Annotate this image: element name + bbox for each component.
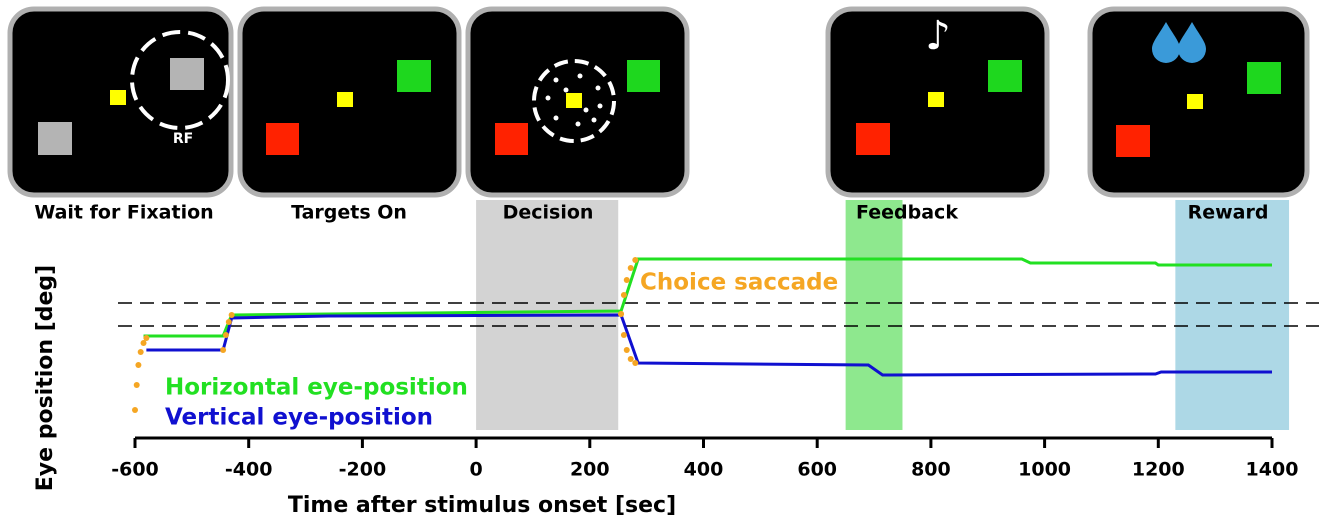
x-tick-label: 0 bbox=[469, 459, 482, 481]
target bbox=[495, 123, 528, 155]
figure: RF ♪ Wait for Fixation Targets On Decisi… bbox=[0, 0, 1319, 523]
saccade-sample bbox=[621, 292, 627, 298]
fixation bbox=[110, 90, 126, 105]
saccade-sample bbox=[632, 257, 638, 263]
tone-symbol: ♪ bbox=[925, 13, 951, 59]
target bbox=[1247, 62, 1281, 94]
series-label: Choice saccade bbox=[640, 270, 838, 296]
target bbox=[38, 122, 72, 155]
fixation bbox=[928, 92, 944, 107]
x-tick-label: 1000 bbox=[1018, 459, 1071, 481]
epoch-region bbox=[846, 200, 903, 430]
x-tick-label: 600 bbox=[797, 459, 837, 481]
target bbox=[627, 60, 660, 92]
x-tick-label: 1400 bbox=[1246, 459, 1299, 481]
x-tick-label: -200 bbox=[339, 459, 387, 481]
target bbox=[1116, 125, 1150, 157]
saccade-sample bbox=[226, 319, 232, 325]
panel-label: Feedback bbox=[856, 202, 958, 224]
fixation bbox=[337, 92, 353, 107]
saccade-sample bbox=[138, 349, 144, 355]
target bbox=[397, 60, 431, 92]
x-tick-label: 800 bbox=[911, 459, 951, 481]
target bbox=[988, 60, 1022, 92]
x-tick-label: 400 bbox=[684, 459, 724, 481]
x-tick-label: 1200 bbox=[1132, 459, 1185, 481]
x-tick-label: -400 bbox=[225, 459, 273, 481]
series-label: Vertical eye-position bbox=[165, 405, 433, 431]
y-axis-label: Eye position [deg] bbox=[33, 265, 58, 491]
x-tick-label: -600 bbox=[111, 459, 159, 481]
saccade-sample bbox=[618, 311, 624, 317]
fixation bbox=[1187, 94, 1203, 109]
saccade-sample bbox=[229, 312, 235, 318]
panel-label: Targets On bbox=[291, 202, 407, 224]
fixation bbox=[566, 93, 582, 108]
epoch-region bbox=[1175, 200, 1289, 430]
target bbox=[170, 58, 204, 90]
saccade-sample bbox=[134, 382, 140, 388]
saccade-sample bbox=[628, 356, 634, 362]
target bbox=[266, 123, 299, 155]
saccade-sample bbox=[220, 347, 226, 353]
x-tick-label: 200 bbox=[570, 459, 610, 481]
series-label: Horizontal eye-position bbox=[165, 375, 468, 401]
saccade-sample bbox=[624, 347, 630, 353]
panel-label: Reward bbox=[1188, 202, 1269, 224]
saccade-sample bbox=[132, 407, 138, 413]
saccade-sample bbox=[135, 362, 141, 368]
saccade-sample bbox=[621, 332, 627, 338]
x-axis-label: Time after stimulus onset [sec] bbox=[288, 493, 676, 518]
saccade-sample bbox=[223, 332, 229, 338]
rf-label: RF bbox=[173, 131, 193, 147]
saccade-sample bbox=[624, 277, 630, 283]
panel-label: Decision bbox=[503, 202, 594, 224]
saccade-sample bbox=[632, 360, 638, 366]
eye-trace bbox=[146, 315, 1272, 375]
panel-label: Wait for Fixation bbox=[34, 202, 213, 224]
saccade-sample bbox=[143, 335, 149, 341]
saccade-sample bbox=[628, 265, 634, 271]
target bbox=[856, 123, 890, 155]
